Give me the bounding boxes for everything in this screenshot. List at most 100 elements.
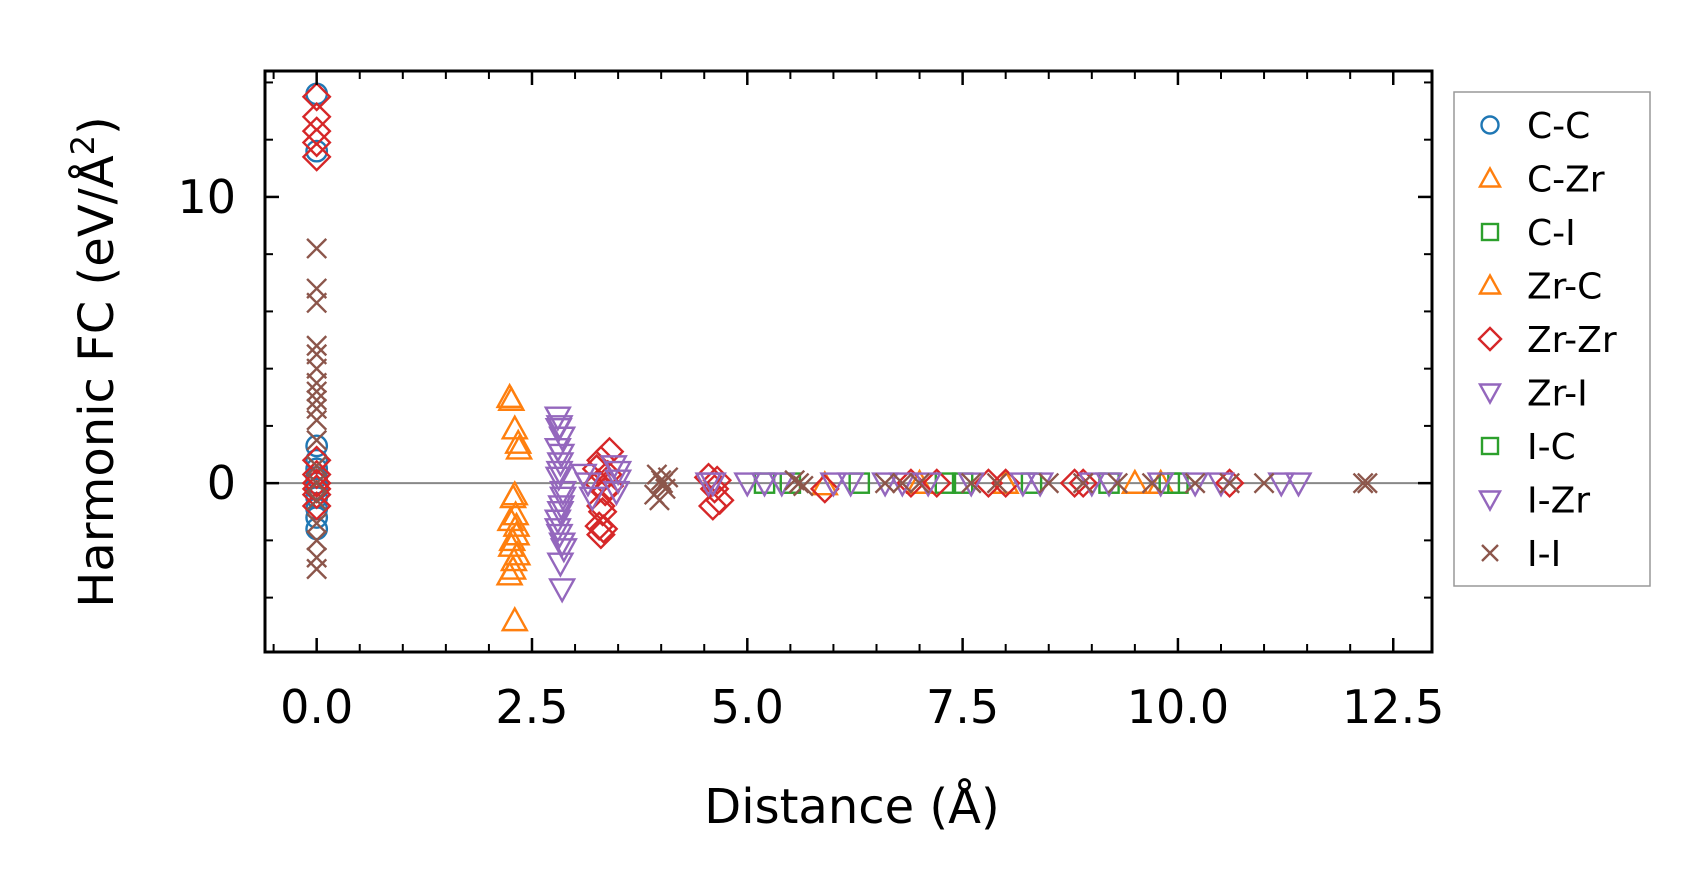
plot-frame bbox=[263, 69, 1434, 654]
data-point bbox=[604, 460, 633, 487]
legend-label: I-C bbox=[1527, 427, 1576, 468]
data-point bbox=[501, 500, 530, 526]
data-point bbox=[819, 472, 848, 498]
legend-label: Zr-Zr bbox=[1527, 320, 1617, 361]
legend-marker bbox=[1477, 166, 1503, 188]
data-point bbox=[888, 472, 917, 498]
series-i-i bbox=[306, 237, 1378, 580]
data-point bbox=[504, 428, 533, 454]
x-tick-label: 0.0 bbox=[280, 680, 353, 734]
data-point bbox=[543, 518, 572, 544]
data-point bbox=[301, 459, 332, 490]
data-point bbox=[548, 532, 577, 558]
data-point bbox=[306, 558, 328, 580]
x-tick-label: 12.5 bbox=[1342, 680, 1444, 734]
data-point bbox=[697, 491, 728, 521]
y-axis-label: Harmonic FC (eV/Å2) bbox=[64, 116, 125, 608]
data-point bbox=[306, 409, 328, 431]
data-point bbox=[306, 237, 328, 259]
series-zr-i bbox=[543, 406, 1313, 604]
data-point bbox=[573, 472, 603, 498]
data-point bbox=[499, 482, 528, 509]
data-point bbox=[1107, 472, 1129, 494]
data-point bbox=[301, 473, 332, 504]
legend-marker bbox=[1480, 222, 1500, 242]
legend-marker bbox=[1480, 115, 1500, 135]
data-point bbox=[495, 560, 524, 586]
data-point bbox=[1267, 472, 1296, 498]
data-point bbox=[306, 489, 328, 511]
legend-marker bbox=[1477, 490, 1503, 512]
data-point bbox=[1038, 472, 1060, 494]
data-point bbox=[1253, 472, 1275, 494]
data-point bbox=[652, 472, 674, 494]
data-point bbox=[1352, 472, 1374, 494]
legend-marker bbox=[1477, 383, 1503, 405]
data-point bbox=[809, 473, 840, 504]
data-point bbox=[549, 538, 578, 564]
legend-label: C-I bbox=[1527, 213, 1576, 254]
data-point bbox=[301, 468, 332, 499]
data-point bbox=[546, 500, 575, 527]
data-point bbox=[306, 381, 328, 403]
data-point bbox=[306, 389, 328, 411]
y-axis-label-main: Harmonic FC (eV/Å bbox=[68, 155, 125, 608]
data-point bbox=[306, 429, 328, 451]
data-point bbox=[301, 81, 332, 112]
data-point bbox=[548, 578, 577, 604]
data-point bbox=[306, 547, 328, 569]
data-point bbox=[546, 452, 575, 478]
data-point bbox=[1181, 472, 1210, 498]
data-point bbox=[306, 398, 328, 420]
data-point bbox=[544, 417, 573, 444]
data-point bbox=[1068, 468, 1099, 499]
data-point bbox=[767, 472, 796, 498]
data-point bbox=[810, 470, 839, 496]
data-point bbox=[548, 486, 578, 512]
data-point bbox=[547, 443, 576, 469]
data-point bbox=[306, 529, 328, 551]
legend-label: Zr-C bbox=[1527, 267, 1602, 308]
data-point bbox=[1072, 472, 1094, 494]
x-tick-labels: 0.0 2.5 5.0 7.5 10.0 12.5 bbox=[280, 680, 1444, 734]
data-point bbox=[1184, 472, 1206, 494]
legend-label: C-Zr bbox=[1527, 160, 1605, 201]
data-point bbox=[649, 489, 670, 511]
data-point bbox=[306, 512, 328, 534]
data-point bbox=[500, 606, 529, 632]
data-point bbox=[585, 519, 616, 550]
x-tick-label: 2.5 bbox=[495, 680, 568, 734]
points-layer bbox=[301, 81, 1378, 632]
data-point bbox=[874, 472, 896, 494]
data-point bbox=[301, 141, 332, 172]
data-point bbox=[543, 509, 572, 535]
data-point bbox=[544, 466, 573, 492]
data-point bbox=[545, 460, 574, 487]
series-zr-c bbox=[495, 385, 534, 632]
x-tick-label: 5.0 bbox=[711, 680, 784, 734]
data-point bbox=[1219, 472, 1241, 494]
x-tick-label: 7.5 bbox=[926, 680, 999, 734]
data-point bbox=[547, 495, 576, 521]
data-point bbox=[702, 465, 733, 496]
data-point bbox=[1120, 468, 1149, 494]
data-point bbox=[986, 472, 1008, 494]
legend-label: I-I bbox=[1527, 534, 1561, 575]
data-point bbox=[500, 480, 529, 506]
data-point bbox=[306, 292, 328, 314]
y-axis-label-superscript: 2 bbox=[64, 135, 102, 155]
data-point bbox=[1141, 472, 1163, 494]
data-point bbox=[871, 472, 900, 498]
data-point bbox=[960, 472, 982, 494]
data-point bbox=[788, 472, 810, 494]
data-point bbox=[921, 468, 952, 499]
data-point bbox=[1356, 472, 1378, 494]
legend-marker bbox=[1477, 326, 1503, 352]
y-tick-label: 10 bbox=[177, 170, 236, 224]
data-point bbox=[836, 472, 865, 498]
x-axis-label: Distance (Å) bbox=[704, 778, 999, 835]
data-point bbox=[1008, 472, 1037, 498]
data-point bbox=[733, 472, 762, 498]
data-point bbox=[306, 335, 328, 357]
